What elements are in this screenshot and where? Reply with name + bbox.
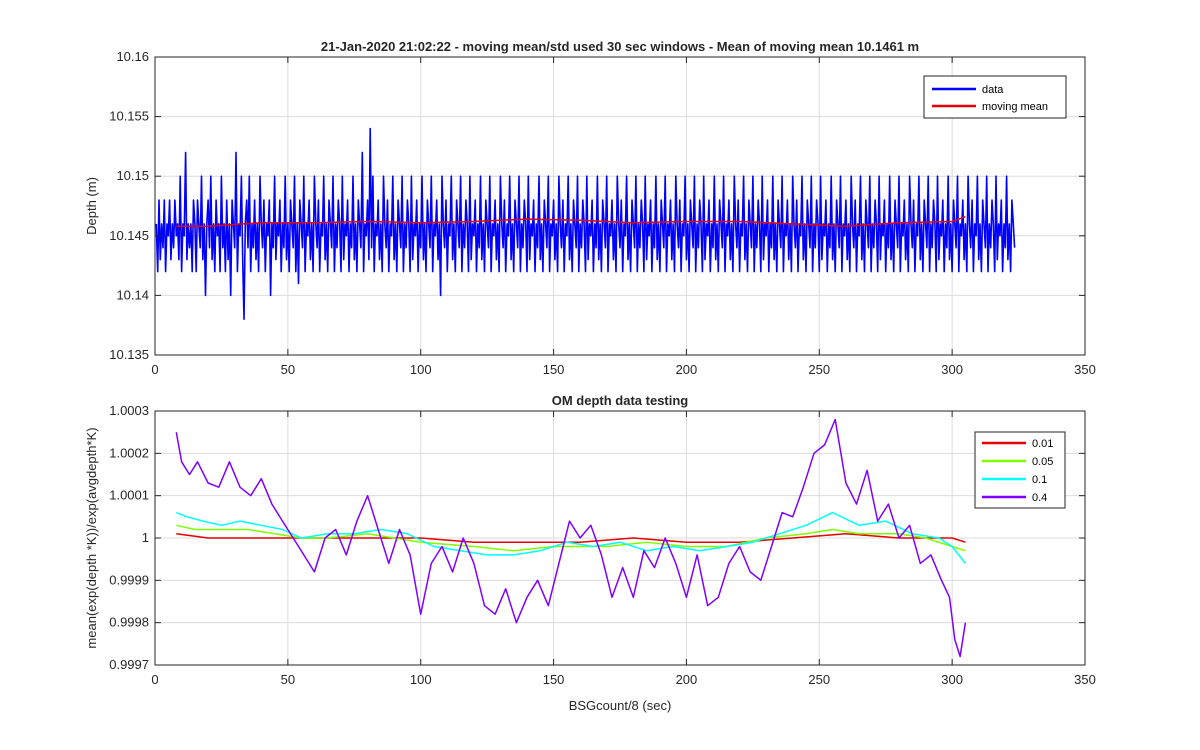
top-legend: data moving mean xyxy=(923,75,1067,119)
bottom-x-axis-label: BSGcount/8 (sec) xyxy=(569,698,672,713)
bot-y-tick-label: 0.9999 xyxy=(109,572,149,587)
bottom-legend-label-0.1: 0.1 xyxy=(1032,474,1047,486)
bot-y-tick-label: 1.0002 xyxy=(109,445,149,460)
bottom-legend-label-0.01: 0.01 xyxy=(1032,438,1053,450)
top-x-tick-label: 0 xyxy=(151,362,158,377)
bottom-chart: 0 50 100 150 200 250 300 350 0.9997 0.9998 0.9999 1… xyxy=(84,393,1096,713)
bot-y-tick-label: 1.0003 xyxy=(109,403,149,418)
top-legend-label-moving-mean: moving mean xyxy=(982,101,1048,113)
bottom-legend-label-0.4: 0.4 xyxy=(1032,492,1047,504)
top-axes-box xyxy=(154,56,1086,356)
top-y-tick-label: 10.16 xyxy=(116,49,149,64)
bot-x-tick-label: 350 xyxy=(1074,672,1096,687)
top-x-tick-label: 350 xyxy=(1074,362,1096,377)
bot-series-line-0.4 xyxy=(175,418,967,658)
top-series xyxy=(155,127,1016,321)
bot-y-tick-label: 0.9998 xyxy=(109,615,149,630)
top-series-line-data xyxy=(155,127,1016,321)
top-series-line-moving-mean xyxy=(176,215,966,228)
bottom-legend-label-0.05: 0.05 xyxy=(1032,456,1053,468)
bot-series-line-0.05 xyxy=(176,524,966,552)
bot-x-tick-label: 150 xyxy=(543,672,565,687)
top-y-tick-label: 10.15 xyxy=(116,168,149,183)
bottom-chart-title: OM depth data testing xyxy=(552,393,689,408)
top-x-tick-label: 250 xyxy=(808,362,830,377)
top-chart-title: 21-Jan-2020 21:02:22 - moving mean/std u… xyxy=(321,39,919,54)
top-x-tick-label: 150 xyxy=(543,362,565,377)
top-x-tick-label: 100 xyxy=(410,362,432,377)
top-x-tick-label: 200 xyxy=(676,362,698,377)
top-legend-box xyxy=(923,75,1067,119)
bot-series-line-0.1 xyxy=(176,511,966,564)
top-y-tick-label: 10.155 xyxy=(109,109,149,124)
top-y-axis-label: Depth (m) xyxy=(84,177,99,235)
bottom-legend-box xyxy=(974,431,1066,509)
top-legend-label-data: data xyxy=(982,84,1004,96)
bot-x-tick-label: 300 xyxy=(941,672,963,687)
bot-x-tick-label: 0 xyxy=(151,672,158,687)
bot-x-tick-label: 250 xyxy=(808,672,830,687)
bot-x-tick-label: 50 xyxy=(281,672,295,687)
top-ticks: 0 50 100 150 200 250 300 350 10.135 10.14 10.145 10… xyxy=(109,49,1096,377)
top-x-tick-label: 300 xyxy=(941,362,963,377)
bottom-legend: 0.01 0.05 0.1 0.4 xyxy=(974,431,1066,509)
bottom-series xyxy=(175,418,967,658)
top-y-tick-label: 10.145 xyxy=(109,228,149,243)
bot-y-tick-label: 1 xyxy=(142,530,149,545)
top-y-tick-label: 10.135 xyxy=(109,347,149,362)
bot-x-tick-label: 100 xyxy=(410,672,432,687)
bot-y-tick-label: 0.9997 xyxy=(109,657,149,672)
top-chart: 0 50 100 150 200 250 300 350 10.135 10.14 10.145 10… xyxy=(84,39,1096,377)
top-y-tick-label: 10.14 xyxy=(116,287,149,302)
bottom-ticks: 0 50 100 150 200 250 300 350 0.9997 0.9998 0.9999 1… xyxy=(109,403,1096,687)
bot-x-tick-label: 200 xyxy=(676,672,698,687)
top-x-tick-label: 50 xyxy=(281,362,295,377)
bot-y-tick-label: 1.0001 xyxy=(109,488,149,503)
bottom-y-axis-label: mean(exp(depth *K))/exp(avgdepth*K) xyxy=(84,427,99,648)
